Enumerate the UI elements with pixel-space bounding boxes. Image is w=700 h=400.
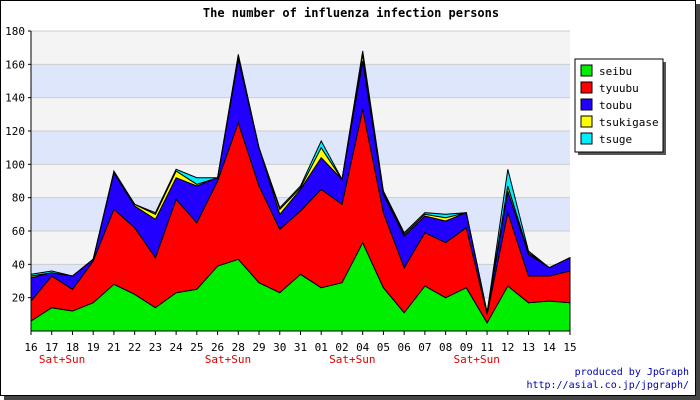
y-tick-label: 40 — [12, 258, 25, 271]
y-tick-label: 60 — [12, 225, 25, 238]
x-tick-label: 31 — [294, 341, 307, 354]
x-tick-label: 14 — [543, 341, 557, 354]
x-tick-label: 22 — [128, 341, 141, 354]
legend-label-tsukigase: tsukigase — [599, 116, 659, 129]
weekend-label: Sat+Sun — [205, 353, 251, 366]
x-tick-label: 09 — [460, 341, 473, 354]
x-tick-label: 30 — [273, 341, 286, 354]
y-tick-label: 180 — [5, 25, 25, 38]
plot-band — [31, 64, 570, 98]
x-tick-label: 29 — [252, 341, 265, 354]
legend-label-tsuge: tsuge — [599, 133, 632, 146]
legend-label-seibu: seibu — [599, 65, 632, 78]
weekend-label: Sat+Sun — [39, 353, 85, 366]
x-tick-label: 06 — [398, 341, 411, 354]
weekend-label: Sat+Sun — [454, 353, 500, 366]
influenza-area-chart: 20 40 60 80 100 120 140 160 180 16 17 18 19 21 22 23 24… — [5, 6, 666, 366]
x-tick-label: 25 — [190, 341, 203, 354]
x-tick-label: 12 — [501, 341, 514, 354]
x-tick-label: 08 — [439, 341, 452, 354]
chart-title: The number of influenza infection person… — [203, 6, 499, 20]
legend-label-tyuubu: tyuubu — [599, 82, 639, 95]
x-tick-label: 07 — [418, 341, 431, 354]
legend-swatch-toubu — [580, 98, 593, 111]
y-tick-label: 120 — [5, 125, 25, 138]
x-tick-label: 01 — [315, 341, 328, 354]
weekend-label: Sat+Sun — [329, 353, 375, 366]
x-tick-label: 26 — [211, 341, 224, 354]
x-tick-label: 11 — [480, 341, 493, 354]
x-tick-label: 28 — [232, 341, 245, 354]
y-tick-label: 80 — [12, 192, 25, 205]
plot-band — [31, 131, 570, 165]
x-tick-label: 15 — [563, 341, 576, 354]
credit-text: produced by JpGraph — [574, 367, 689, 378]
legend-swatch-seibu — [580, 64, 593, 77]
y-tick-label: 160 — [5, 58, 25, 71]
x-tick-label: 24 — [169, 341, 183, 354]
x-tick-label: 02 — [335, 341, 348, 354]
x-tick-label: 18 — [66, 341, 79, 354]
y-tick-label: 100 — [5, 158, 25, 171]
legend-swatch-tyuubu — [580, 81, 593, 94]
y-tick-label: 140 — [5, 92, 25, 105]
y-tick-label: 20 — [12, 292, 25, 305]
legend: seibu tyuubu toubu tsukigase tsuge — [574, 58, 666, 155]
x-tick-label: 17 — [45, 341, 58, 354]
legend-label-toubu: toubu — [599, 99, 632, 112]
legend-swatch-tsuge — [580, 132, 593, 145]
legend-swatch-tsukigase — [580, 115, 593, 128]
plot-band — [31, 97, 570, 131]
credit-link[interactable]: http://asial.co.jp/jpgraph/ — [526, 380, 689, 391]
x-tick-label: 04 — [356, 341, 370, 354]
series-area-tsuge — [30, 50, 571, 313]
x-tick-label: 05 — [377, 341, 390, 354]
x-tick-label: 19 — [87, 341, 100, 354]
x-tick-label: 16 — [24, 341, 37, 354]
x-tick-label: 21 — [107, 341, 120, 354]
x-tick-label: 13 — [522, 341, 535, 354]
plot-band — [31, 31, 570, 65]
x-tick-label: 23 — [149, 341, 162, 354]
